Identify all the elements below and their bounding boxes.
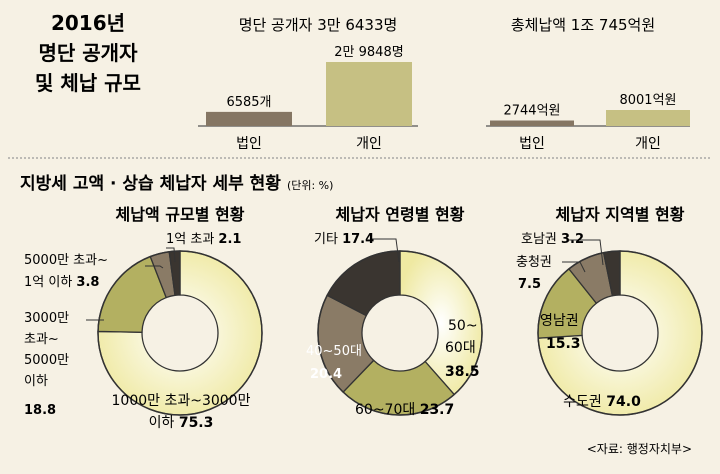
- donut-1-label-3000만-d: 이하: [24, 374, 48, 389]
- donut-1-label-3000만-b: 초과~: [24, 332, 59, 347]
- donut-2-value-기타: 17.4: [342, 232, 374, 247]
- leader-line-5000만: [145, 265, 164, 269]
- bar-chart-2-bar-1: [606, 110, 690, 126]
- donut-2-value-50대: 38.5: [445, 364, 480, 380]
- section-title-text: 지방세 고액 · 상습 체납자 세부 현황: [20, 174, 281, 194]
- leader-lines: [86, 238, 604, 321]
- donut-3-label-영남권: 영남권: [540, 313, 579, 329]
- unit-label: (단위: %): [287, 179, 333, 192]
- donut-1-label-1000만-b: 이하 75.3: [149, 415, 214, 431]
- donut-2-value-40대: 20.4: [310, 367, 342, 382]
- donut-3-label-수도권: 수도권 74.0: [563, 394, 641, 410]
- donut-1-label-5000만-a: 5000만 초과~: [24, 253, 108, 268]
- bar-chart-1-bar-1: [326, 62, 412, 126]
- donut-1-label-1억: 1억 초과 2.1: [166, 232, 241, 247]
- bar-chart-1-category-label-1: 개인: [356, 136, 382, 152]
- donut-2-label-기타: 기타 17.4: [314, 232, 374, 247]
- donut-3-label-호남권: 호남권 3.2: [521, 232, 584, 247]
- donut-1-value-1000만: 75.3: [179, 415, 214, 431]
- bar-chart-2-bar-0: [490, 120, 574, 126]
- donut-1-value-1억: 2.1: [218, 232, 241, 247]
- leader-line-기타: [370, 238, 400, 263]
- donut-2-title: 체납자 연령별 현황: [336, 205, 465, 224]
- donut-3-label-충청권: 충청권: [516, 255, 552, 270]
- bar-chart-1-category-label-0: 법인: [236, 136, 262, 152]
- donut-chart-2: [317, 250, 483, 416]
- source-note: <자료: 행정자치부>: [587, 441, 692, 456]
- leader-line-충청권: [562, 261, 586, 273]
- donut-1-value-3000만: 18.8: [24, 403, 56, 418]
- main-title-line-3: 및 체납 규모: [35, 71, 141, 95]
- donut-3-value-영남권: 15.3: [546, 336, 581, 352]
- donut-chart-3: [537, 250, 703, 416]
- donut-chart-1: [97, 250, 263, 416]
- leader-line-호남권: [568, 239, 604, 266]
- donut-1-value-5000만: 3.8: [76, 275, 99, 290]
- donut-3-value-충청권: 7.5: [518, 277, 541, 292]
- bar-chart-1-value-label-1: 2만 9848명: [334, 45, 403, 60]
- donut-1-label-1000만-a: 1000만 초과~3000만: [112, 393, 251, 409]
- bar-chart-2-category-label-0: 법인: [519, 136, 545, 152]
- bar-chart-1-bar-0: [206, 111, 292, 126]
- donut-2-label-50대-a: 50~: [448, 318, 478, 334]
- bar-chart-2-title: 총체납액 1조 745억원: [511, 16, 655, 34]
- donut-1-outline: [97, 250, 263, 416]
- donut-3-outline: [537, 250, 703, 416]
- donut-3-title: 체납자 지역별 현황: [556, 205, 685, 224]
- bar-chart-2-value-label-1: 8001억원: [619, 93, 676, 108]
- bar-chart-1-title: 명단 공개자 3만 6433명: [239, 16, 398, 34]
- donut-1-label-5000만-b: 1억 이하 3.8: [24, 275, 99, 290]
- donut-2-outline: [317, 250, 483, 416]
- donut-2-label-40대: 40~50대: [306, 344, 362, 359]
- donut-1-label-3000만-c: 5000만: [24, 353, 69, 368]
- donut-3-value-호남권: 3.2: [561, 232, 584, 247]
- bar-chart-2-value-label-0: 2744억원: [503, 104, 560, 119]
- donut-3-value-수도권: 74.0: [606, 394, 641, 410]
- main-title-line-1: 2016년: [51, 11, 125, 35]
- main-title-line-2: 명단 공개자: [39, 41, 139, 65]
- donut-1-title: 체납액 규모별 현황: [116, 205, 245, 224]
- donut-2-value-60대: 23.7: [420, 402, 455, 418]
- donut-1-label-3000만-a: 3000만: [24, 311, 69, 326]
- donut-2-label-50대-b: 60대: [445, 340, 476, 356]
- leader-line-1억: [166, 247, 176, 263]
- bar-chart-1-value-label-0: 6585개: [226, 95, 271, 110]
- section-title: 지방세 고액 · 상습 체납자 세부 현황 (단위: %): [20, 174, 333, 194]
- donut-2-label-60대: 60~70대 23.7: [355, 402, 454, 418]
- bar-chart-2-category-label-1: 개인: [635, 136, 661, 152]
